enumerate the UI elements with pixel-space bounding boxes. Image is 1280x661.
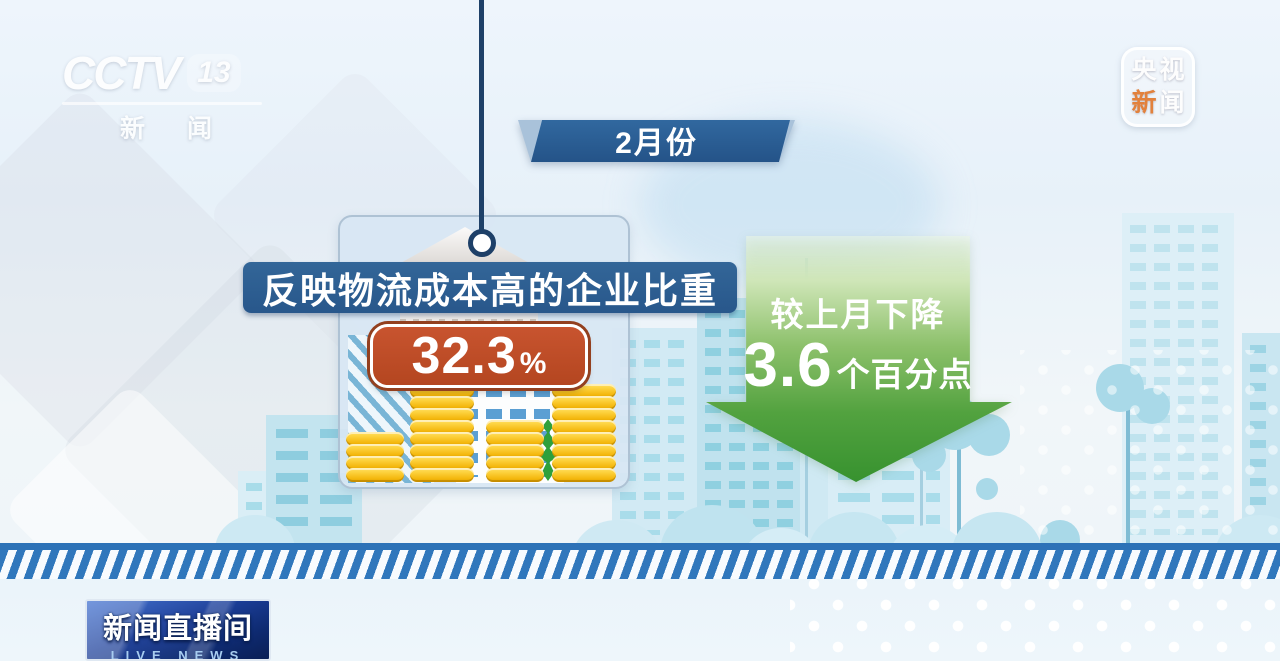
cctv-logo-underline [62, 102, 262, 105]
coin-stack [346, 432, 404, 482]
arrow-unit: 个百分点 [836, 356, 973, 393]
ribbon-stripes [0, 550, 1280, 579]
cctv-logo-text: CCTV [62, 47, 181, 99]
badge-char: 闻 [1159, 88, 1185, 117]
coin [552, 468, 616, 482]
coin [552, 408, 616, 422]
polka-dots [790, 563, 1280, 661]
coin [410, 456, 474, 470]
coin [410, 432, 474, 446]
ribbon-edge [0, 543, 1280, 550]
connector-dot [468, 229, 496, 257]
banner-label: 2月份 [615, 127, 698, 160]
cctv-watermark: CCTV 13 新闻 [62, 46, 262, 145]
badge-char: 视 [1159, 55, 1185, 84]
coin [410, 444, 474, 458]
connector-line [479, 0, 484, 233]
coin [486, 420, 544, 434]
coin-stack [410, 384, 474, 482]
value-text: 32.3 [411, 327, 517, 385]
polka-dots [1020, 350, 1280, 543]
banner-plate [531, 120, 791, 162]
coin [486, 468, 544, 482]
coin [410, 408, 474, 422]
arrow-caption: 较上月下降 [770, 296, 946, 333]
arrow-value: 3.6 [743, 331, 833, 400]
coin [346, 468, 404, 482]
coin [346, 444, 404, 458]
coin [486, 444, 544, 458]
coin-stack [486, 420, 544, 482]
coin [486, 432, 544, 446]
coin [552, 396, 616, 410]
badge-char: 央 [1131, 55, 1157, 84]
value-badge: 32.3 % [370, 324, 588, 388]
value-unit: % [519, 347, 547, 380]
coin-stack [552, 384, 616, 482]
month-banner: 2月份 [518, 120, 795, 162]
card-title-bar: 反映物流成本高的企业比重 [243, 262, 737, 313]
coin [346, 456, 404, 470]
down-arrow: 较上月下降 3.6 个百分点 [700, 236, 1016, 482]
coin [410, 420, 474, 434]
cctv-news-app-badge: 央 视 新 闻 [1121, 47, 1195, 127]
card-title: 反映物流成本高的企业比重 [261, 269, 718, 311]
bush [572, 520, 662, 543]
program-subtitle: LIVE NEWS [110, 648, 246, 661]
coin [410, 396, 474, 410]
coin [346, 432, 404, 446]
tree-canopy [968, 414, 1010, 456]
tree-trunk [957, 428, 961, 543]
cctv-channel-name: 新闻 [120, 115, 255, 143]
coin [552, 432, 616, 446]
program-badge-gloss [87, 601, 269, 659]
stripe-ribbon [0, 543, 1280, 579]
coin [552, 444, 616, 458]
program-title: 新闻直播间 [102, 613, 253, 645]
coin [410, 468, 474, 482]
bush [742, 528, 820, 543]
coin [552, 456, 616, 470]
bush [888, 525, 968, 543]
coin [486, 456, 544, 470]
tree-canopy [976, 478, 998, 500]
badge-char: 新 [1131, 88, 1157, 117]
cctv-channel-number: 13 [187, 54, 241, 92]
program-badge: 新闻直播间 LIVE NEWS [85, 599, 271, 661]
coin [552, 420, 616, 434]
